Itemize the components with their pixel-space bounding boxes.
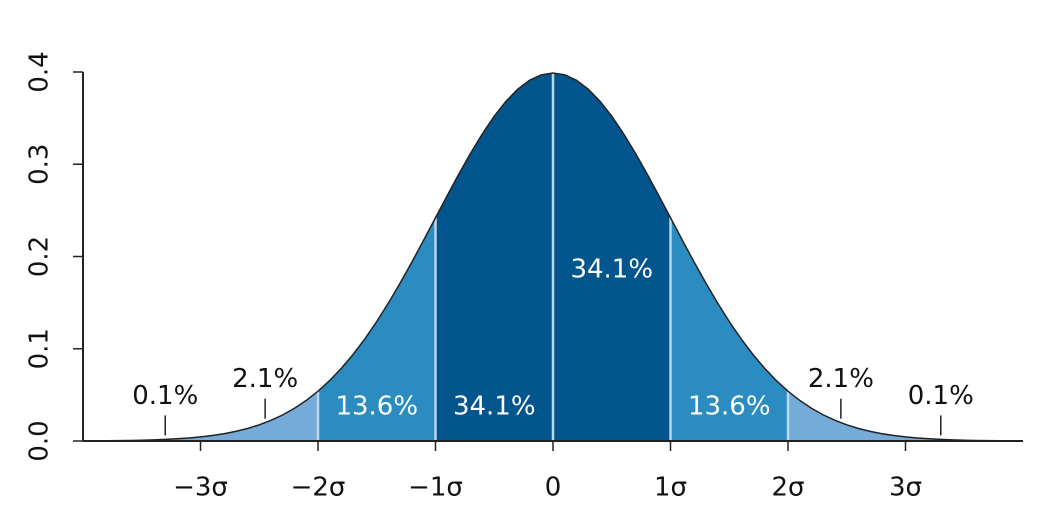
band-label: 0.1% [132, 381, 198, 411]
x-tick-label: −3σ [173, 473, 228, 503]
band-area [905, 436, 1023, 441]
band-area [788, 391, 906, 441]
x-tick-label: 1σ [654, 473, 687, 503]
band-label: 2.1% [808, 364, 874, 394]
y-tick-label: 0.0 [25, 420, 55, 461]
x-tick-label: −1σ [408, 473, 463, 503]
y-tick-label: 0.1 [25, 328, 55, 369]
x-tick-label: 3σ [889, 473, 922, 503]
x-tick-label: −2σ [291, 473, 346, 503]
band-label: 13.6% [335, 392, 418, 422]
band-label: 2.1% [232, 364, 298, 394]
band-area [435, 72, 553, 441]
density-curve [82, 72, 1024, 442]
y-tick-label: 0.2 [25, 236, 55, 277]
band-area [553, 72, 671, 441]
band-label: 34.1% [570, 255, 653, 285]
band-label: 13.6% [688, 392, 771, 422]
y-tick-label: 0.3 [25, 144, 55, 185]
y-tick-label: 0.4 [25, 51, 55, 92]
x-tick-label: 2σ [771, 473, 804, 503]
x-tick-label: 0 [545, 473, 562, 503]
band-label: 0.1% [908, 381, 974, 411]
band-label: 34.1% [453, 392, 536, 422]
band-area [200, 391, 318, 441]
band-area [83, 436, 201, 441]
